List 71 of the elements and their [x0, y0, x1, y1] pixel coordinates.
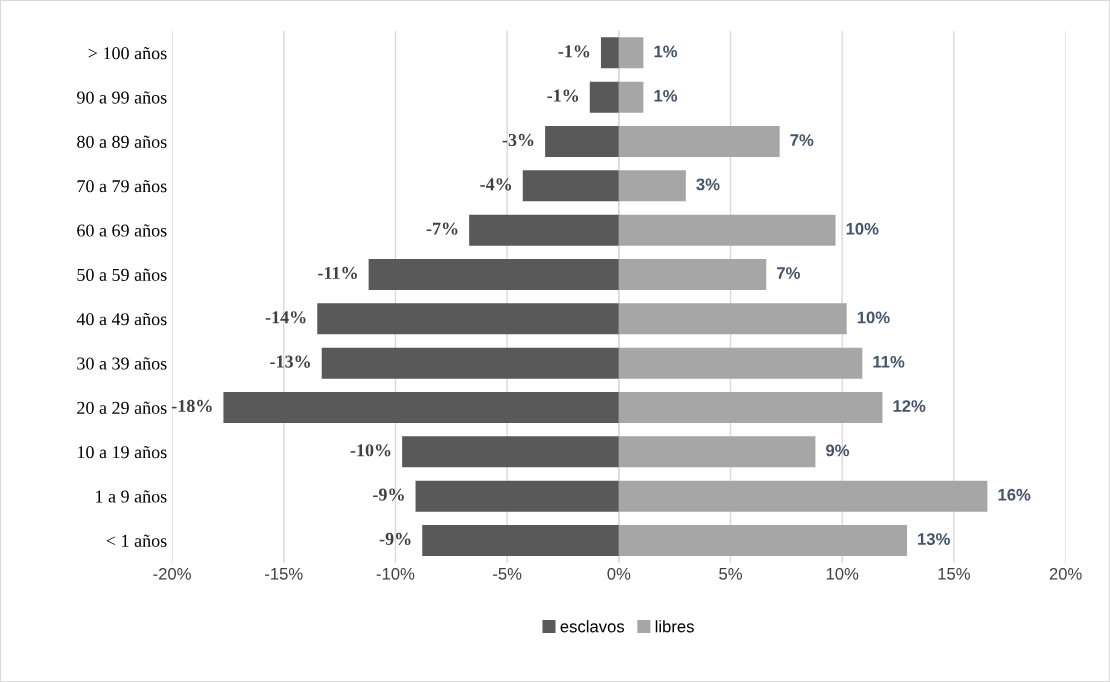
bar [618, 391, 883, 424]
data-label: -9% [373, 488, 404, 501]
x-tick-label: 20% [1049, 567, 1082, 580]
bar [618, 303, 847, 335]
bar [368, 258, 619, 291]
x-tick-label: 15% [938, 568, 970, 580]
data-label: -9% [379, 532, 411, 546]
data-label: 1% [654, 89, 678, 102]
bar [618, 81, 644, 113]
data-label: 9% [826, 444, 850, 457]
bar [618, 37, 644, 69]
bar [223, 391, 619, 424]
bar [618, 170, 686, 202]
data-label: -10% [350, 444, 391, 457]
bar [317, 303, 619, 335]
x-tick-label: 10% [826, 567, 859, 580]
data-label: 11% [873, 355, 905, 368]
y-tick-label: > 100 años [88, 46, 167, 60]
data-label: 16% [998, 488, 1031, 501]
legend-label: libres [655, 620, 694, 633]
data-label: -18% [171, 399, 212, 413]
x-tick-label: -20% [153, 567, 191, 580]
data-label: -11% [318, 266, 357, 280]
y-tick-label: 90 a 99 años [77, 91, 167, 104]
y-tick-label: 1 a 9 años [96, 490, 167, 503]
y-tick-label: 30 a 39 años [77, 357, 167, 370]
bar [589, 81, 619, 113]
data-label: -1% [558, 45, 590, 58]
data-label: 12% [893, 400, 926, 412]
bar [618, 126, 780, 158]
bar [618, 480, 988, 512]
bar [469, 214, 619, 246]
data-label: -4% [480, 178, 512, 191]
bar [618, 214, 836, 246]
x-tick-label: -5% [493, 568, 522, 580]
data-label: 10% [846, 222, 879, 235]
bar [522, 170, 619, 202]
x-tick-label: -10% [376, 567, 415, 580]
legend-label: esclavos [560, 620, 625, 633]
y-tick-label: 10 a 19 años [78, 445, 167, 459]
bar [618, 524, 907, 556]
data-label: 3% [696, 178, 720, 191]
bar [618, 436, 816, 468]
x-tick-label: 5% [719, 568, 742, 580]
data-label: -3% [502, 133, 534, 147]
bar [618, 258, 767, 291]
y-tick-label: 70 a 79 años [77, 179, 167, 193]
data-label: -13% [270, 355, 310, 368]
y-tick-label: 80 a 89 años [77, 135, 167, 148]
data-label: 1% [654, 45, 678, 58]
data-label: -7% [426, 222, 458, 235]
bar [422, 524, 619, 556]
data-label: 13% [918, 533, 950, 545]
bar [402, 436, 619, 468]
data-label: -14% [265, 311, 306, 324]
x-tick-label: -15% [265, 568, 303, 580]
y-tick-label: < 1 años [106, 534, 167, 547]
data-label: 10% [857, 311, 890, 324]
bar [321, 347, 619, 379]
x-tick-label: 0% [607, 567, 631, 580]
y-tick-label: 50 a 59 años [77, 268, 167, 281]
y-tick-label: 60 a 69 años [77, 224, 167, 237]
bar [415, 480, 619, 512]
y-tick-label: 20 a 29 años [77, 401, 167, 414]
bar [600, 37, 619, 69]
data-label: 7% [777, 267, 800, 279]
bar [545, 126, 619, 158]
data-label: -1% [547, 89, 579, 102]
bar [618, 347, 863, 379]
data-label: 7% [790, 134, 814, 146]
y-tick-label: 40 a 49 años [76, 312, 167, 326]
